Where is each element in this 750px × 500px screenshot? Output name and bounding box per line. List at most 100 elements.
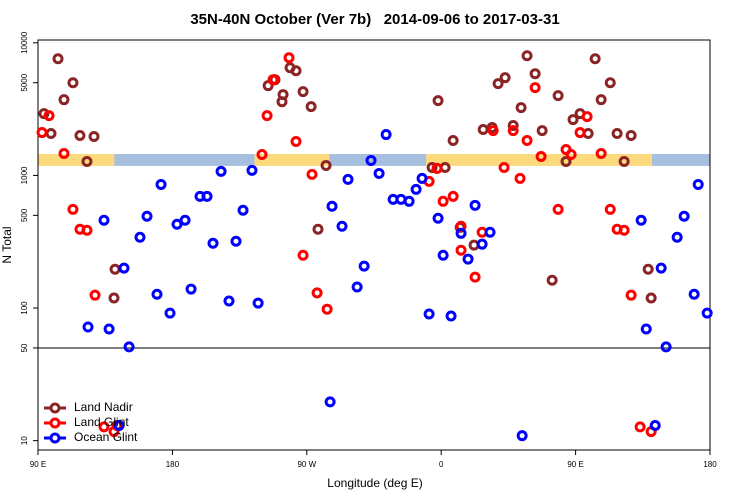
data-point xyxy=(268,74,280,86)
x-tick-label: 90 W xyxy=(297,460,316,469)
data-point xyxy=(351,281,363,293)
data-point xyxy=(223,295,235,307)
data-point xyxy=(358,260,370,272)
data-point xyxy=(215,165,227,177)
data-point xyxy=(432,95,444,107)
data-point xyxy=(74,130,86,142)
data-point xyxy=(649,420,661,432)
data-point xyxy=(447,190,459,202)
data-point xyxy=(618,155,630,167)
chart-title: 35N-40N October (Ver 7b) 2014-09-06 to 2… xyxy=(190,11,559,28)
y-tick-label: 10000 xyxy=(20,31,29,54)
data-point xyxy=(252,297,264,309)
data-point xyxy=(499,72,511,84)
data-point xyxy=(164,307,176,319)
data-point xyxy=(365,154,377,166)
data-point xyxy=(237,204,249,216)
data-point xyxy=(246,164,258,176)
data-point xyxy=(521,135,533,147)
data-point xyxy=(604,77,616,89)
legend-marker xyxy=(49,432,61,444)
data-point xyxy=(423,308,435,320)
data-point xyxy=(437,249,449,261)
data-point xyxy=(123,341,135,353)
legend-label: Land Nadir xyxy=(74,400,133,414)
data-point xyxy=(58,94,70,106)
data-point xyxy=(635,214,647,226)
data-point xyxy=(324,396,336,408)
data-point xyxy=(89,289,101,301)
data-point xyxy=(311,287,323,299)
data-point xyxy=(487,125,499,137)
data-point xyxy=(373,167,385,179)
data-point xyxy=(565,148,577,160)
data-point xyxy=(320,159,332,171)
data-point xyxy=(445,310,457,322)
data-point xyxy=(455,244,467,256)
data-point xyxy=(521,50,533,62)
data-point xyxy=(336,220,348,232)
data-point xyxy=(574,127,586,139)
y-axis-label: N Total xyxy=(0,226,14,263)
data-point xyxy=(185,283,197,295)
data-point xyxy=(611,128,623,140)
data-point xyxy=(43,110,55,122)
legend-marker xyxy=(49,417,61,429)
data-point xyxy=(469,199,481,211)
data-point xyxy=(306,168,318,180)
x-tick-label: 90 E xyxy=(30,460,46,469)
data-point xyxy=(536,125,548,137)
data-point xyxy=(108,292,120,304)
data-point xyxy=(476,238,488,250)
data-point xyxy=(560,155,572,167)
y-tick-label: 500 xyxy=(20,208,29,222)
data-point xyxy=(645,292,657,304)
data-point xyxy=(230,235,242,247)
y-tick-label: 100 xyxy=(20,301,29,315)
data-point xyxy=(283,52,295,64)
data-point xyxy=(447,135,459,147)
x-tick-label: 180 xyxy=(166,460,180,469)
data-point xyxy=(484,226,496,238)
data-point xyxy=(507,120,519,132)
data-point xyxy=(312,223,324,235)
data-point xyxy=(498,161,510,173)
data-point xyxy=(692,178,704,190)
y-tick-label: 50 xyxy=(20,343,29,352)
data-point xyxy=(431,162,443,174)
data-point xyxy=(52,53,64,65)
data-point xyxy=(455,227,467,239)
x-tick-label: 0 xyxy=(439,460,444,469)
data-point xyxy=(118,262,130,274)
data-point xyxy=(82,321,94,333)
data-point xyxy=(581,111,593,123)
data-point xyxy=(36,127,48,139)
data-point xyxy=(109,263,121,275)
data-point xyxy=(45,128,57,140)
data-point xyxy=(640,323,652,335)
data-point xyxy=(552,203,564,215)
data-point xyxy=(403,195,415,207)
data-point xyxy=(595,94,607,106)
surface-segment xyxy=(254,154,330,166)
data-point xyxy=(552,90,564,102)
data-point xyxy=(179,214,191,226)
data-point xyxy=(477,124,489,136)
data-point xyxy=(201,190,213,202)
data-point xyxy=(81,224,93,236)
data-point xyxy=(688,288,700,300)
data-point xyxy=(604,203,616,215)
data-point xyxy=(113,420,125,432)
y-tick-label: 5000 xyxy=(20,73,29,91)
data-point xyxy=(326,200,338,212)
data-point xyxy=(297,249,309,261)
x-axis-label: Longitude (deg E) xyxy=(327,476,422,490)
data-point xyxy=(103,323,115,335)
legend-marker xyxy=(49,402,61,414)
data-point xyxy=(410,183,422,195)
y-tick-label: 1000 xyxy=(20,166,29,184)
data-point xyxy=(261,110,273,122)
data-point xyxy=(671,231,683,243)
data-point xyxy=(678,210,690,222)
